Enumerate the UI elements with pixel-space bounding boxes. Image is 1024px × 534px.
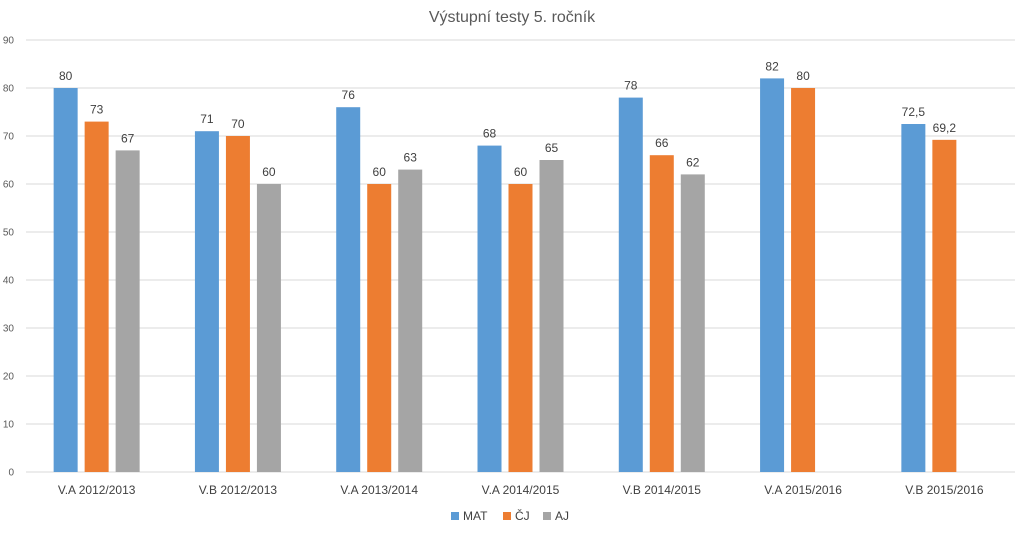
data-label: 82 [765, 59, 779, 73]
bar [508, 184, 533, 472]
y-tick-label: 90 [3, 36, 15, 47]
bar [760, 78, 785, 473]
data-label: 67 [121, 131, 135, 145]
y-tick-label: 30 [3, 324, 15, 335]
bars [53, 78, 957, 473]
bar [680, 174, 705, 472]
data-label: 70 [231, 117, 245, 131]
data-label: 71 [200, 112, 214, 126]
x-tick-label: V.A 2014/2015 [482, 483, 560, 497]
data-label: 63 [404, 151, 418, 165]
y-tick-label: 10 [3, 420, 15, 431]
legend-label: ČJ [515, 508, 530, 523]
y-tick-label: 70 [3, 132, 15, 143]
bar [336, 107, 361, 472]
data-label: 66 [655, 136, 669, 150]
bar [367, 184, 392, 472]
bar [477, 145, 502, 472]
bar [539, 160, 564, 472]
legend: MAT ČJ AJ [451, 508, 569, 523]
y-tick-label: 80 [3, 84, 15, 95]
y-tick-label: 60 [3, 180, 15, 191]
x-tick-label: V.B 2014/2015 [623, 483, 702, 497]
x-tick-label: V.A 2013/2014 [340, 483, 418, 497]
y-axis-ticks: 0 10 20 30 40 50 60 70 80 90 [3, 36, 15, 479]
data-label: 80 [59, 69, 73, 83]
data-labels: 80 73 67 71 70 60 76 60 63 68 60 65 78 66 62 82 80 72,5 69… [59, 59, 956, 179]
data-label: 72,5 [902, 105, 926, 119]
data-label: 65 [545, 141, 559, 155]
chart-title: Výstupní testy 5. ročník [429, 9, 596, 26]
bar [791, 88, 816, 472]
data-label: 60 [514, 165, 528, 179]
data-label: 62 [686, 155, 700, 169]
y-tick-label: 50 [3, 228, 15, 239]
bar [932, 139, 957, 472]
legend-swatch [543, 512, 551, 520]
legend-swatch [503, 512, 511, 520]
bar [901, 124, 926, 472]
legend-label: MAT [463, 509, 488, 523]
data-label: 78 [624, 79, 638, 93]
y-tick-label: 20 [3, 372, 15, 383]
legend-label: AJ [555, 509, 569, 523]
x-tick-label: V.B 2012/2013 [199, 483, 278, 497]
data-label: 80 [796, 69, 810, 83]
y-tick-label: 0 [8, 468, 14, 479]
x-tick-label: V.B 2015/2016 [905, 483, 984, 497]
data-label: 60 [262, 165, 276, 179]
bar [194, 131, 219, 472]
x-tick-label: V.A 2012/2013 [58, 483, 136, 497]
bar [618, 97, 643, 472]
bar [649, 155, 674, 472]
data-label: 73 [90, 103, 104, 117]
bar [115, 150, 140, 472]
data-label: 76 [342, 88, 356, 102]
y-tick-label: 40 [3, 276, 15, 287]
bar [398, 169, 423, 472]
legend-swatch [451, 512, 459, 520]
data-label: 60 [373, 165, 387, 179]
bar [256, 184, 281, 472]
x-axis-ticks: V.A 2012/2013 V.B 2012/2013 V.A 2013/2014 V… [58, 483, 984, 497]
data-label: 69,2 [933, 121, 957, 135]
data-label: 68 [483, 127, 497, 141]
bar [53, 88, 78, 472]
bar [84, 121, 109, 472]
x-tick-label: V.A 2015/2016 [764, 483, 842, 497]
bar [225, 136, 250, 472]
